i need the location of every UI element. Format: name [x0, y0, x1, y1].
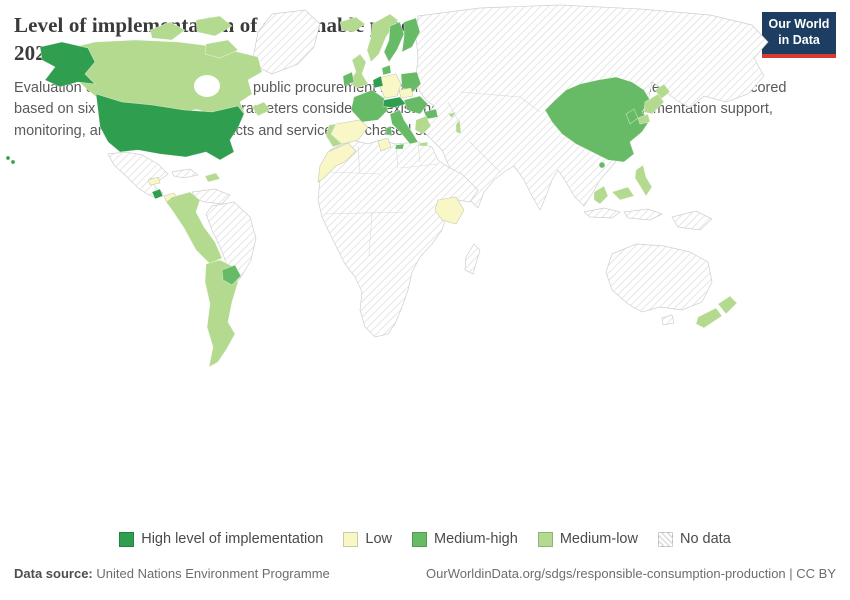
country-honduras[interactable] — [147, 176, 161, 186]
data-source: Data source: United Nations Environment … — [14, 566, 330, 581]
country-tunisia[interactable] — [377, 137, 392, 152]
country-kenya-uganda[interactable] — [434, 196, 465, 225]
legend-label-low: Low — [365, 531, 392, 547]
world-map[interactable] — [0, 0, 850, 390]
country-france[interactable] — [350, 89, 389, 123]
legend-item-high[interactable]: High level of implementation — [119, 531, 323, 547]
country-poland[interactable] — [400, 71, 422, 93]
legend-item-low[interactable]: Low — [343, 531, 392, 547]
country-philippines[interactable] — [634, 164, 653, 197]
map-legend: High level of implementation Low Medium-… — [0, 531, 850, 547]
country-greece[interactable] — [414, 115, 432, 147]
owid-logo[interactable]: Our World in Data — [762, 12, 836, 58]
data-source-label: Data source: — [14, 566, 93, 581]
legend-swatch-medium-low — [537, 531, 553, 547]
region-alaska — [39, 41, 96, 88]
data-source-value: United Nations Environment Programme — [96, 566, 330, 581]
region-madagascar — [464, 243, 481, 275]
legend-label-medium-low: Medium-low — [559, 531, 638, 547]
country-new-zealand[interactable] — [695, 295, 738, 329]
legend-label-high: High level of implementation — [141, 531, 324, 547]
country-italy[interactable] — [385, 109, 419, 150]
legend-label-medium-high: Medium-high — [433, 531, 518, 547]
country-portugal[interactable] — [325, 123, 343, 148]
legend-swatch-medium-high — [411, 531, 427, 547]
owid-logo-line2: in Data — [778, 33, 820, 47]
region-indonesia-png-no-data[interactable] — [583, 207, 713, 231]
country-sweden[interactable] — [383, 21, 405, 63]
country-dominican-republic[interactable] — [204, 172, 221, 183]
legend-label-no-data: No data — [679, 531, 731, 547]
region-hawaii — [5, 155, 11, 161]
region-australia[interactable] — [605, 243, 713, 326]
country-united-states[interactable] — [5, 41, 245, 165]
country-costa-rica[interactable] — [151, 188, 164, 200]
country-hungary-croatia-serbia[interactable] — [403, 95, 429, 115]
country-belgium-netherlands[interactable] — [372, 75, 384, 89]
country-germany[interactable] — [379, 73, 402, 99]
country-czechia[interactable] — [398, 87, 414, 99]
legend-swatch-low — [343, 531, 359, 547]
legend-item-no-data[interactable]: No data — [657, 531, 731, 547]
country-switzerland-austria[interactable] — [382, 96, 407, 109]
legend-item-medium-low[interactable]: Medium-low — [537, 531, 638, 547]
legend-swatch-no-data — [657, 531, 673, 547]
country-paraguay[interactable] — [221, 264, 242, 286]
country-ireland[interactable] — [342, 71, 355, 87]
region-cuba — [171, 168, 199, 179]
country-colombia-ecuador-peru[interactable] — [165, 191, 223, 265]
country-denmark[interactable] — [381, 64, 392, 76]
region-mexico-central-america[interactable] — [107, 151, 199, 199]
chart-footer: Data source: United Nations Environment … — [14, 566, 836, 581]
country-morocco[interactable] — [317, 142, 357, 183]
hudson-bay — [194, 75, 220, 97]
owid-citation-link[interactable]: OurWorldinData.org/sdgs/responsible-cons… — [426, 566, 836, 581]
country-iceland[interactable] — [339, 16, 366, 33]
country-china[interactable] — [544, 76, 651, 169]
legend-swatch-high — [119, 531, 135, 547]
country-malaysia[interactable] — [593, 185, 635, 205]
legend-item-medium-high[interactable]: Medium-high — [411, 531, 518, 547]
africa-inner-borders — [325, 142, 439, 257]
country-finland[interactable] — [401, 17, 421, 53]
asia-inner-borders — [447, 91, 541, 173]
region-greenland[interactable] — [251, 9, 321, 75]
owid-logo-line1: Our World — [768, 17, 830, 32]
country-japan[interactable] — [637, 83, 671, 125]
